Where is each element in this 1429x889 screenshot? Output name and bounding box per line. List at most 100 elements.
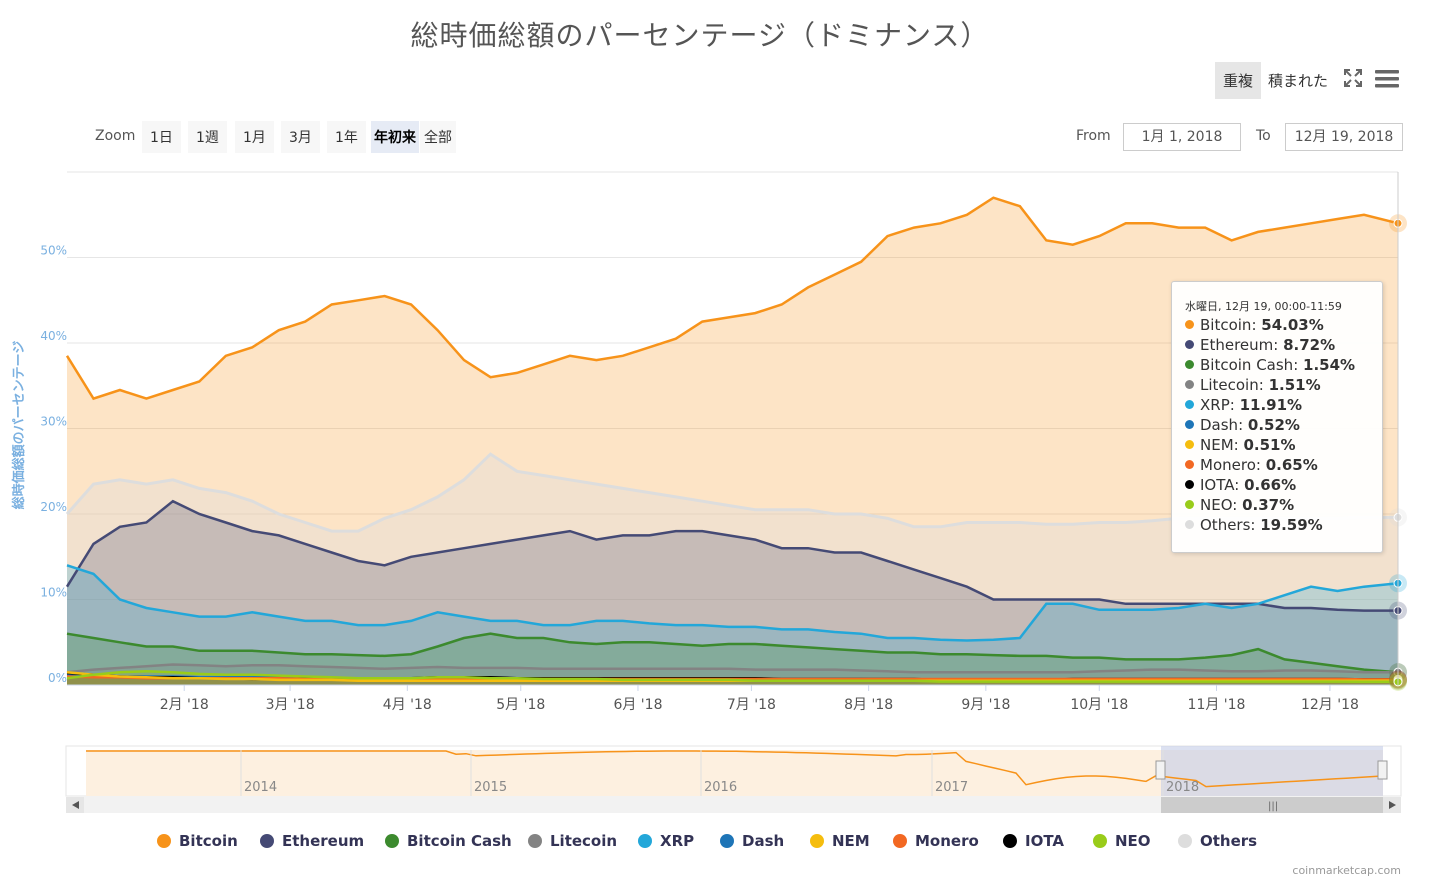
navigator-year-label: 2016 [704,780,737,795]
tooltip-series-name: Ethereum [1200,336,1274,354]
legend-item-iota[interactable]: IOTA [1003,832,1064,850]
expand-icon[interactable] [1343,68,1363,94]
legend-item-nem[interactable]: NEM [810,832,870,850]
x-tick-label: 7月 '18 [727,697,776,713]
tooltip-series-value: 0.65% [1265,456,1318,474]
tooltip-series-name: Others [1200,516,1251,534]
legend-item-dash[interactable]: Dash [720,832,784,850]
x-tick-label: 3月 '18 [266,697,315,713]
tooltip: 水曜日, 12月 19, 00:00-11:59 Bitcoin: 54.03%… [1171,281,1383,553]
series-line-litecoin[interactable] [66,663,1398,674]
tooltip-series-value: 19.59% [1260,516,1323,534]
legend-item-monero[interactable]: Monero [893,832,979,850]
tooltip-row: Dash: 0.52% [1185,416,1300,434]
legend-item-bitcoin[interactable]: Bitcoin [157,832,238,850]
series-line-bitcoin-cash[interactable] [66,632,1399,674]
scrollbar-track[interactable] [66,797,1401,813]
series-dot-icon [1185,460,1194,469]
legend-item-ethereum[interactable]: Ethereum [260,832,364,850]
legend-label: Bitcoin Cash [407,832,512,850]
y-tick-label: 50% [40,244,67,258]
tooltip-series-name: Litecoin [1200,376,1259,394]
legend-item-others[interactable]: Others [1178,832,1257,850]
legend-dot-icon [638,834,652,848]
tooltip-series-value: 1.54% [1303,356,1356,374]
series-dot-icon [1185,380,1194,389]
y-tick-label: 10% [40,586,67,600]
zoom-3m-button[interactable]: 3月 [281,121,320,153]
tooltip-series-value: 11.91% [1239,396,1303,414]
range-from-input[interactable]: 1月 1, 2018 [1123,123,1241,151]
tooltip-series-value: 0.51% [1243,436,1296,454]
series-dot-icon [1185,440,1194,449]
legend-dot-icon [810,834,824,848]
series-line-ethereum[interactable] [65,499,1398,612]
legend-item-xrp[interactable]: XRP [638,832,694,850]
x-tick-label: 6月 '18 [613,697,662,713]
y-tick-label: 20% [40,500,67,514]
y-tick-label: 40% [40,329,67,343]
legend-dot-icon [528,834,542,848]
overlap-mode-button[interactable]: 重複 [1215,62,1262,99]
navigator-right-handle[interactable] [1377,760,1388,780]
legend-dot-icon [1003,834,1017,848]
scrollbar-thumb[interactable] [1161,797,1383,813]
credits-link[interactable]: coinmarketcap.com [1292,864,1401,877]
area-others [67,454,1398,685]
tooltip-series-name: Dash [1200,416,1239,434]
x-tick-label: 5月 '18 [496,697,545,713]
zoom-ytd-button[interactable]: 年初来 [371,121,419,153]
x-tick-label: 9月 '18 [961,697,1010,713]
area-ethereum [67,501,1398,685]
zoom-1m-button[interactable]: 1月 [235,121,274,153]
series-line-neo[interactable] [66,670,1398,684]
y-tick-label: 30% [40,415,67,429]
tooltip-series-value: 54.03% [1261,316,1324,334]
tooltip-series-name: NEM [1200,436,1234,454]
zoom-label: Zoom [95,128,136,144]
tooltip-row: Others: 19.59% [1185,516,1323,534]
legend-dot-icon [157,834,171,848]
navigator-selection[interactable] [1161,746,1383,796]
tooltip-series-name: Monero [1200,456,1256,474]
tooltip-series-value: 8.72% [1283,336,1336,354]
navigator-year-label: 2015 [474,780,507,795]
tooltip-series-name: NEO [1200,496,1233,514]
legend-label: Litecoin [550,832,618,850]
x-tick-label: 10月 '18 [1070,697,1128,713]
legend-item-neo[interactable]: NEO [1093,832,1151,850]
y-axis-title: 総時価総額のパーセンテージ [11,341,27,510]
tooltip-series-value: 0.37% [1242,496,1295,514]
legend-label: Monero [915,832,979,850]
x-tick-label: 8月 '18 [844,697,893,713]
x-tick-label: 11月 '18 [1188,697,1246,713]
zoom-all-button[interactable]: 全部 [420,121,456,153]
series-line-others[interactable] [65,452,1398,533]
zoom-1w-button[interactable]: 1週 [188,121,227,153]
hamburger-menu-icon[interactable] [1375,69,1399,95]
legend-label: IOTA [1025,832,1065,850]
range-to-input[interactable]: 12月 19, 2018 [1285,123,1403,151]
series-dot-icon [1185,340,1194,349]
x-tick-label: 2月 '18 [160,697,209,713]
series-line-xrp[interactable] [66,564,1399,642]
navigator-left-handle[interactable] [1155,760,1166,780]
zoom-1d-button[interactable]: 1日 [142,121,181,153]
tooltip-row: Litecoin: 1.51% [1185,376,1321,394]
series-line-bitcoin[interactable] [65,196,1399,401]
legend-label: Others [1200,832,1258,850]
legend-label: Bitcoin [179,832,238,850]
tooltip-row: NEO: 0.37% [1185,496,1294,514]
series-dot-icon [1185,320,1194,329]
zoom-1y-button[interactable]: 1年 [327,121,366,153]
range-from-label: From [1076,128,1111,144]
navigator[interactable]: 2014 2015 2016 2017 2018 ||| [65,745,1402,813]
legend-item-litecoin[interactable]: Litecoin [528,832,617,850]
legend-item-bitcoin-cash[interactable]: Bitcoin Cash [385,832,512,850]
tooltip-row: Bitcoin: 54.03% [1185,316,1324,334]
x-tick-label: 12月 '18 [1301,697,1359,713]
stacked-mode-button[interactable]: 積まれた [1268,72,1329,90]
legend-dot-icon [1178,834,1192,848]
tooltip-date: 水曜日, 12月 19, 00:00-11:59 [1185,300,1342,313]
